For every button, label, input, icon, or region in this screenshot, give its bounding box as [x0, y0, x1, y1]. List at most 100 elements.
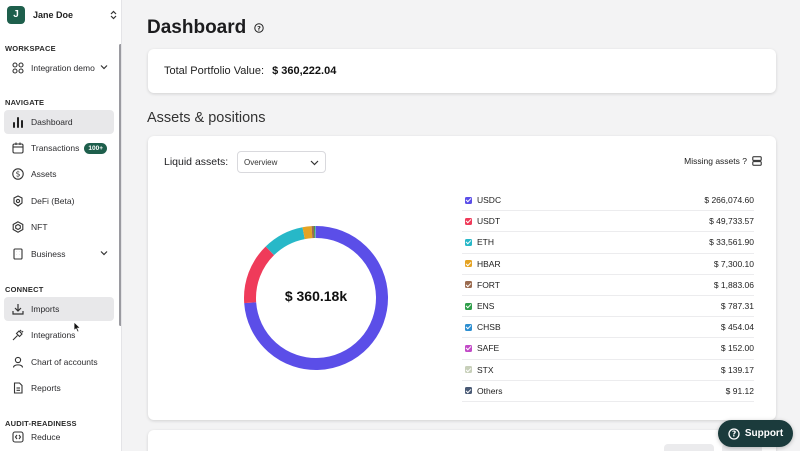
chevron-down-icon	[310, 158, 319, 169]
mouse-cursor-icon	[73, 321, 82, 333]
legend-asset-value: $ 1,883.06	[713, 279, 754, 290]
legend-row-fort[interactable]: FORT $ 1,883.06	[462, 275, 754, 296]
sidebar-item-transactions[interactable]: Transactions 100+	[4, 136, 114, 160]
workspace-label: WORKSPACE	[5, 44, 56, 53]
view-select-value: Overview	[244, 157, 278, 167]
sidebar-item-label: Reports	[31, 383, 61, 393]
sidebar-item-defi[interactable]: DeFi (Beta)	[4, 189, 114, 213]
sidebar-item-label: Dashboard	[31, 117, 73, 127]
legend-checkbox[interactable]	[465, 387, 472, 395]
server-icon	[752, 156, 762, 166]
legend-checkbox[interactable]	[465, 323, 472, 331]
portfolio-value-card: Total Portfolio Value: $ 360,222.04	[148, 49, 776, 93]
audit-readiness-label: AUDIT-READINESS	[5, 419, 77, 428]
legend-checkbox[interactable]	[465, 260, 472, 268]
chevron-down-icon	[100, 63, 108, 73]
donut-slice-eth[interactable]	[265, 227, 306, 256]
legend-asset-name: SAFE	[477, 343, 500, 354]
sidebar-item-nft[interactable]: NFT	[4, 215, 114, 239]
sidebar-item-reports[interactable]: Reports	[4, 376, 114, 400]
donut-slice-usdt[interactable]	[244, 246, 275, 304]
assets-section-title: Assets & positions	[147, 110, 266, 126]
help-icon[interactable]: ?	[254, 17, 264, 39]
building-icon	[11, 247, 25, 261]
placeholder-button[interactable]	[664, 444, 714, 451]
workspace-selector[interactable]: Integration demo	[4, 56, 114, 80]
svg-text:?: ?	[257, 24, 261, 32]
navigate-label: NAVIGATE	[5, 98, 45, 107]
portfolio-value: $ 360,222.04	[272, 65, 337, 77]
avatar: J	[7, 5, 25, 24]
dollar-circle-icon: $	[11, 167, 25, 181]
legend-checkbox[interactable]	[465, 196, 472, 204]
legend-checkbox[interactable]	[465, 344, 472, 352]
legend-row-stx[interactable]: STX $ 139.17	[462, 360, 754, 381]
sidebar-item-assets[interactable]: $ Assets	[4, 162, 114, 186]
legend-asset-value: $ 454.04	[720, 322, 754, 333]
connect-label: CONNECT	[5, 285, 44, 294]
reduce-icon	[11, 430, 25, 444]
document-icon	[11, 381, 25, 395]
legend-row-ens[interactable]: ENS $ 787.31	[462, 296, 754, 318]
sidebar-item-imports[interactable]: Imports	[4, 297, 114, 321]
legend-asset-value: $ 139.17	[720, 364, 754, 375]
calendar-icon	[11, 141, 25, 155]
legend-asset-name: STX	[477, 364, 494, 375]
sidebar-item-chart-of-accounts[interactable]: Chart of accounts	[4, 350, 114, 374]
person-icon	[11, 355, 25, 369]
legend-asset-name: HBAR	[477, 258, 501, 269]
legend-checkbox[interactable]	[465, 281, 472, 289]
sort-icon	[110, 10, 117, 20]
sidebar-item-business[interactable]: Business	[4, 242, 114, 266]
donut-slice-usdc[interactable]	[244, 226, 388, 370]
legend-checkbox[interactable]	[465, 366, 472, 374]
legend-row-hbar[interactable]: HBAR $ 7,300.10	[462, 254, 754, 275]
legend-asset-name: USDC	[477, 195, 502, 206]
nft-icon	[11, 220, 25, 234]
support-button[interactable]: ? Support	[718, 420, 793, 447]
legend-asset-value: $ 91.12	[725, 385, 754, 396]
svg-text:?: ?	[732, 429, 736, 438]
legend-asset-name: ETH	[477, 237, 494, 248]
legend-asset-value: $ 7,300.10	[713, 258, 754, 269]
legend-row-chsb[interactable]: CHSB $ 454.04	[462, 317, 754, 339]
legend-row-eth[interactable]: ETH $ 33,561.90	[462, 232, 754, 254]
support-label: Support	[744, 428, 784, 439]
legend-asset-name: ENS	[477, 301, 495, 312]
legend-asset-value: $ 152.00	[720, 343, 754, 354]
missing-assets-link[interactable]: Missing assets ?	[684, 156, 762, 166]
user-name: Jane Doe	[33, 9, 74, 20]
sidebar-item-label: Reduce	[31, 432, 61, 442]
donut-slice-hbar[interactable]	[302, 226, 313, 240]
legend-checkbox[interactable]	[465, 217, 472, 225]
asset-donut-chart	[244, 225, 388, 370]
legend-checkbox[interactable]	[465, 302, 472, 310]
legend-asset-value: $ 787.31	[720, 301, 754, 312]
sidebar-item-dashboard[interactable]: Dashboard	[4, 110, 114, 134]
sidebar-item-integrations[interactable]: Integrations	[4, 323, 114, 347]
sidebar-item-label: Transactions	[31, 143, 80, 153]
user-switcher[interactable]: J Jane Doe	[7, 5, 117, 24]
sidebar-item-label: DeFi (Beta)	[31, 196, 75, 206]
legend-row-usdt[interactable]: USDT $ 49,733.57	[462, 211, 754, 233]
svg-text:$: $	[16, 170, 21, 179]
asset-legend: USDC $ 266,074.60 USDT $ 49,733.57 ETH $ 33,5…	[462, 190, 754, 402]
legend-asset-value: $ 33,561.90	[709, 237, 754, 248]
sidebar-item-reduce[interactable]: Reduce	[4, 425, 114, 449]
sidebar-scrollbar[interactable]	[119, 44, 121, 326]
bar-chart-icon	[11, 115, 25, 129]
legend-row-safe[interactable]: SAFE $ 152.00	[462, 338, 754, 360]
page-title-text: Dashboard	[147, 17, 247, 38]
sidebar-item-label: Chart of accounts	[31, 357, 98, 367]
legend-row-usdc[interactable]: USDC $ 266,074.60	[462, 190, 754, 212]
placeholder-button[interactable]	[722, 444, 762, 451]
chevron-down-icon	[100, 249, 108, 259]
legend-asset-name: Others	[477, 385, 503, 396]
legend-asset-value: $ 266,074.60	[704, 195, 754, 206]
assets-card: Liquid assets: Overview Missing assets ?…	[148, 136, 776, 420]
legend-checkbox[interactable]	[465, 238, 472, 246]
view-select[interactable]: Overview	[237, 151, 326, 173]
legend-row-others[interactable]: Others $ 91.12	[462, 381, 754, 402]
liquid-assets-label: Liquid assets:	[164, 156, 229, 168]
missing-assets-label: Missing assets ?	[684, 156, 747, 166]
